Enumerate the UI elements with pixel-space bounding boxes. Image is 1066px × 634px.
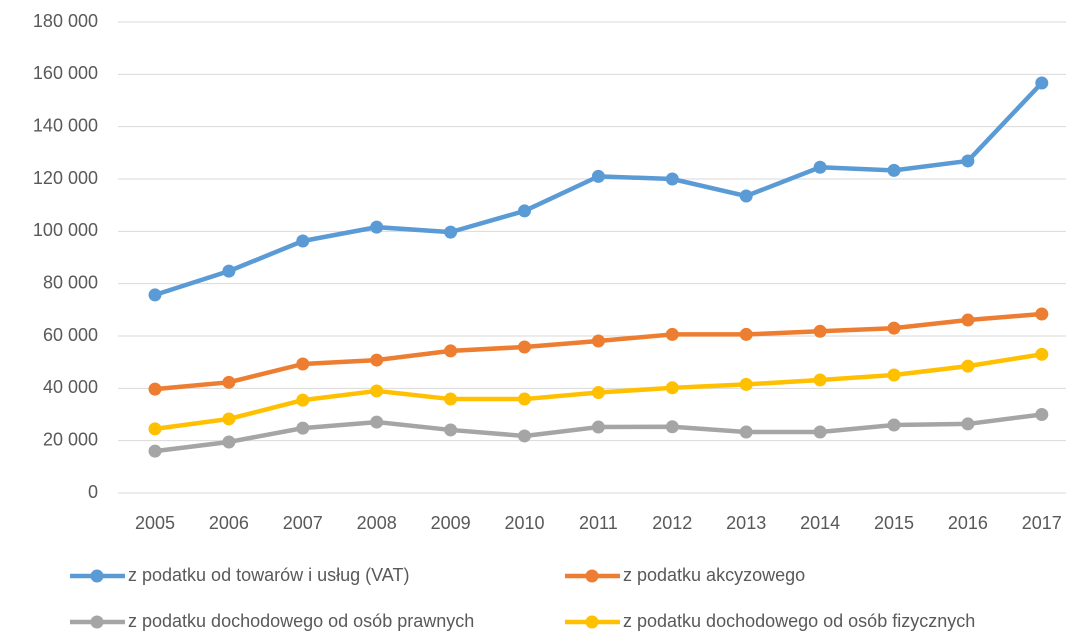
data-point	[148, 444, 162, 458]
data-point	[961, 417, 975, 431]
data-point	[148, 288, 162, 302]
legend-label: z podatku od towarów i usług (VAT)	[128, 565, 409, 585]
data-point	[961, 313, 975, 327]
x-tick-label: 2011	[579, 513, 618, 533]
series-line	[154, 81, 1044, 298]
data-point	[370, 384, 384, 398]
data-point	[222, 412, 236, 426]
data-point	[813, 160, 827, 174]
y-tick-label: 20 000	[43, 429, 98, 449]
legend-marker	[585, 569, 599, 583]
data-point	[665, 327, 679, 341]
data-point	[813, 324, 827, 338]
data-point	[665, 172, 679, 186]
data-point	[1035, 307, 1049, 321]
data-point	[1035, 76, 1049, 90]
data-point	[222, 264, 236, 278]
legend-label: z podatku akcyzowego	[623, 565, 805, 585]
data-point	[739, 327, 753, 341]
y-tick-label: 180 000	[33, 11, 98, 31]
x-tick-label: 2016	[948, 513, 988, 533]
data-point	[665, 381, 679, 395]
legend-marker	[90, 569, 104, 583]
legend-marker	[90, 615, 104, 629]
y-tick-label: 140 000	[33, 115, 98, 135]
data-point	[296, 393, 310, 407]
x-tick-label: 2010	[504, 513, 544, 533]
x-tick-label: 2007	[283, 513, 323, 533]
legend-marker	[585, 615, 599, 629]
data-point	[370, 415, 384, 429]
data-point	[665, 420, 679, 434]
x-tick-label: 2012	[652, 513, 692, 533]
data-point	[518, 204, 531, 218]
y-tick-label: 0	[88, 482, 98, 502]
data-point	[444, 392, 458, 406]
y-tick-label: 80 000	[43, 272, 98, 292]
data-point	[591, 334, 605, 348]
x-tick-label: 2009	[431, 513, 471, 533]
data-point	[296, 357, 310, 371]
y-tick-label: 100 000	[33, 220, 98, 240]
x-tick-label: 2005	[135, 513, 175, 533]
data-point	[370, 353, 384, 367]
x-tick-label: 2013	[726, 513, 766, 533]
y-tick-label: 120 000	[33, 168, 98, 188]
data-point	[591, 386, 605, 400]
data-point	[1035, 408, 1049, 421]
data-point	[296, 421, 310, 435]
data-point	[887, 321, 901, 335]
x-tick-label: 2017	[1022, 513, 1062, 533]
x-tick-label: 2006	[209, 513, 249, 533]
data-point	[444, 423, 458, 437]
data-point	[961, 154, 975, 168]
x-tick-label: 2008	[357, 513, 397, 533]
data-point	[518, 392, 531, 406]
data-point	[370, 220, 384, 234]
data-point	[961, 359, 975, 373]
data-point	[887, 368, 901, 382]
data-point	[222, 435, 236, 449]
data-point	[518, 429, 531, 443]
data-point	[444, 344, 458, 358]
data-point	[296, 234, 310, 248]
data-point	[813, 373, 827, 387]
data-point	[591, 420, 605, 434]
data-point	[591, 169, 605, 183]
series-line	[154, 311, 1042, 392]
data-point	[222, 375, 236, 389]
x-tick-label: 2015	[874, 513, 914, 533]
data-point	[739, 425, 753, 439]
y-tick-label: 160 000	[33, 63, 98, 83]
x-tick-label: 2014	[800, 513, 840, 533]
y-tick-label: 40 000	[43, 377, 98, 397]
data-point	[887, 163, 901, 177]
data-point	[813, 425, 827, 439]
data-point	[148, 382, 162, 396]
data-point	[1035, 347, 1049, 361]
data-point	[444, 225, 458, 239]
data-point	[518, 340, 531, 354]
legend-label: z podatku dochodowego od osób prawnych	[128, 611, 474, 631]
data-point	[739, 189, 753, 203]
data-point	[887, 418, 901, 432]
data-point	[148, 422, 162, 436]
y-tick-label: 60 000	[43, 325, 98, 345]
legend-label: z podatku dochodowego od osób fizycznych	[623, 611, 975, 631]
data-point	[739, 377, 753, 391]
